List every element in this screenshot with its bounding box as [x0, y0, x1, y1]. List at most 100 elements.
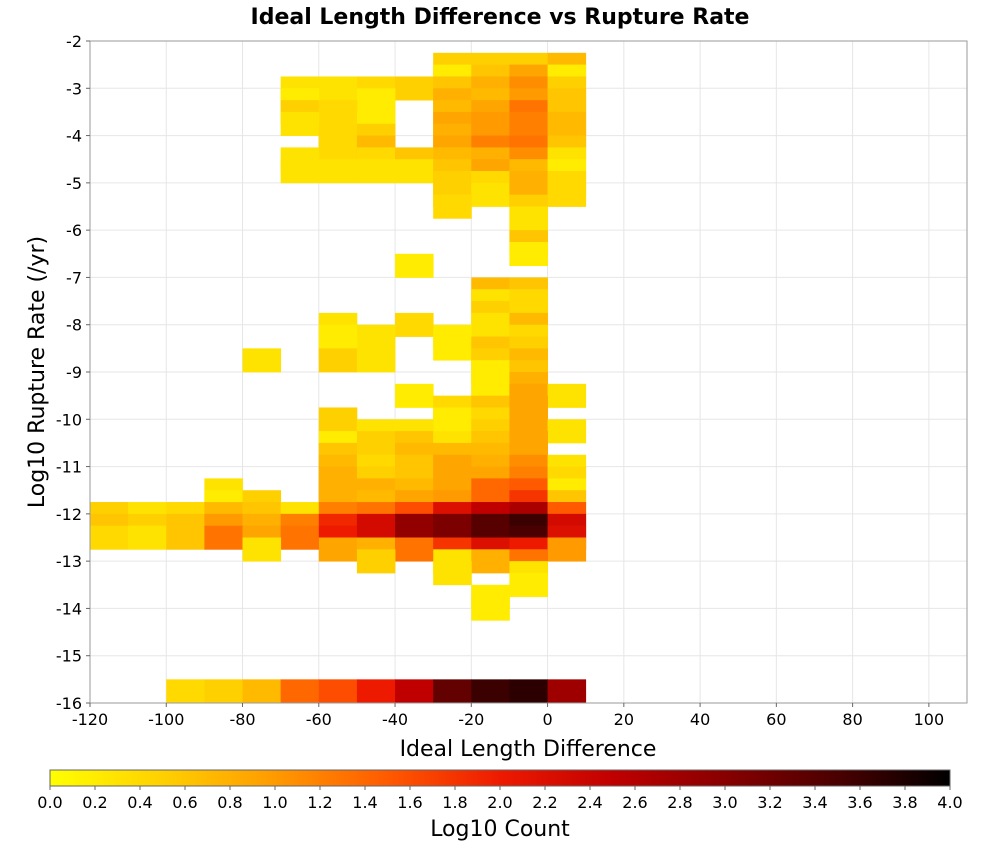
heatmap-cell — [395, 312, 434, 337]
heatmap-cell — [471, 679, 510, 704]
colorbar-tick-label: 1.8 — [442, 793, 467, 812]
heatmap-cell — [280, 111, 320, 136]
heatmap-cell — [433, 561, 472, 586]
colorbar-tick-label: 1.2 — [307, 793, 332, 812]
heatmap-cell — [90, 525, 129, 550]
y-tick-label: -15 — [56, 647, 82, 666]
heatmap-cell — [318, 100, 358, 125]
heatmap-cell — [433, 679, 472, 704]
heatmap-cell — [395, 679, 434, 704]
colorbar-tick-label: 3.8 — [892, 793, 917, 812]
colorbar-tick-label: 3.2 — [757, 793, 782, 812]
heatmap-cell — [166, 679, 205, 704]
heatmap-cell — [395, 253, 434, 278]
colorbar-ticks: 0.0 0.2 0.4 0.6 0.8 1.0 1.2 1.4 1.6 1.8 2.0 2.2 2.4 2… — [37, 786, 963, 812]
colorbar-tick-label: 3.6 — [847, 793, 872, 812]
heatmap-cell — [547, 383, 587, 408]
y-axis-label: Log10 Rupture Rate (/yr) — [25, 236, 50, 508]
colorbar-tick-label: 4.0 — [937, 793, 962, 812]
colorbar-tick-label: 0.2 — [82, 793, 107, 812]
heatmap-cell — [356, 348, 396, 373]
heatmap-cell — [280, 159, 320, 184]
y-tick-label: -14 — [56, 599, 82, 618]
heatmap-cell — [356, 159, 396, 184]
heatmap-cell — [509, 241, 548, 267]
heatmap-cell — [166, 525, 205, 550]
heatmap-cell — [356, 679, 396, 704]
y-tick-label: -12 — [56, 505, 82, 524]
x-tick-label: -120 — [72, 710, 108, 729]
x-tick-label: 60 — [766, 710, 786, 729]
colorbar-tick-label: 1.0 — [262, 793, 287, 812]
y-tick-label: -5 — [66, 174, 82, 193]
y-tick-label: -6 — [66, 221, 82, 240]
colorbar-tick-label: 0.0 — [37, 793, 62, 812]
x-tick-label: -100 — [148, 710, 184, 729]
x-axis-label: Ideal Length Difference — [400, 737, 657, 762]
heatmap-cell — [471, 596, 510, 621]
colorbar-tick-label: 1.6 — [397, 793, 422, 812]
colorbar-tick-label: 2.6 — [622, 793, 647, 812]
heatmap-cell — [509, 572, 548, 598]
y-tick-label: -11 — [56, 458, 82, 477]
y-tick-label: -10 — [56, 410, 82, 429]
colorbar-tick-label: 2.8 — [667, 793, 692, 812]
heatmap-cell — [395, 159, 434, 184]
colorbar-tick-label: 3.4 — [802, 793, 827, 812]
heatmap-cell — [318, 537, 358, 562]
heatmap-cell — [471, 549, 510, 574]
x-tick-label: 0 — [542, 710, 552, 729]
x-tick-label: 80 — [842, 710, 862, 729]
x-tick-label: -40 — [382, 710, 408, 729]
colorbar-label: Log10 Count — [430, 817, 570, 842]
x-tick-label: -20 — [458, 710, 484, 729]
x-axis-ticks: -120 -100 -80 -60 -40 -20 0 20 40 60 80 100 — [72, 703, 944, 729]
heatmap-cell — [280, 679, 320, 704]
y-axis-ticks: -2 -3 -4 -5 -6 -7 -8 -9 -10 -11 -12 -13 -14 -15 -16 — [56, 32, 90, 713]
heatmap-cell — [547, 419, 587, 444]
heatmap-cell — [356, 549, 396, 574]
y-tick-label: -3 — [66, 79, 82, 98]
heatmap-cell — [318, 679, 358, 704]
heatmap-cell — [242, 679, 282, 704]
heatmap-cell — [395, 76, 434, 101]
y-tick-label: -2 — [66, 32, 82, 51]
heatmap-cells — [90, 52, 587, 704]
y-tick-label: -8 — [66, 316, 82, 335]
heatmap-cell — [547, 537, 587, 562]
colorbar-tick-label: 0.8 — [217, 793, 242, 812]
y-tick-label: -13 — [56, 552, 82, 571]
heatmap-cell — [318, 76, 358, 101]
colorbar-tick-label: 1.4 — [352, 793, 377, 812]
heatmap-cell — [395, 537, 434, 562]
heatmap-cell — [433, 194, 472, 219]
heatmap-cell — [128, 525, 167, 550]
heatmap-cell — [280, 525, 320, 550]
x-tick-label: 40 — [690, 710, 710, 729]
heatmap-cell — [547, 679, 587, 704]
chart-title: Ideal Length Difference vs Rupture Rate — [251, 5, 750, 30]
heatmap-cell — [318, 348, 358, 373]
heatmap-cell — [204, 679, 243, 704]
heatmap-cell — [204, 525, 243, 550]
heatmap-cell — [242, 537, 282, 562]
heatmap-cell — [356, 324, 396, 349]
x-tick-label: -60 — [306, 710, 332, 729]
heatmap-cell — [356, 88, 396, 113]
heatmap-cell — [433, 336, 472, 361]
y-tick-label: -9 — [66, 363, 82, 382]
heatmap-cell — [318, 159, 358, 184]
heatmap-cell — [471, 182, 510, 207]
y-tick-label: -7 — [66, 268, 82, 287]
x-tick-label: -80 — [229, 710, 255, 729]
heatmap-cell — [318, 407, 358, 432]
heatmap-cell — [433, 407, 472, 432]
heatmap-cell — [471, 372, 510, 397]
colorbar-tick-label: 0.6 — [172, 793, 197, 812]
heatmap-cell — [547, 182, 587, 207]
y-tick-label: -16 — [56, 694, 82, 713]
colorbar-gradient — [49, 769, 951, 787]
x-tick-label: 20 — [614, 710, 634, 729]
colorbar-tick-label: 2.2 — [532, 793, 557, 812]
